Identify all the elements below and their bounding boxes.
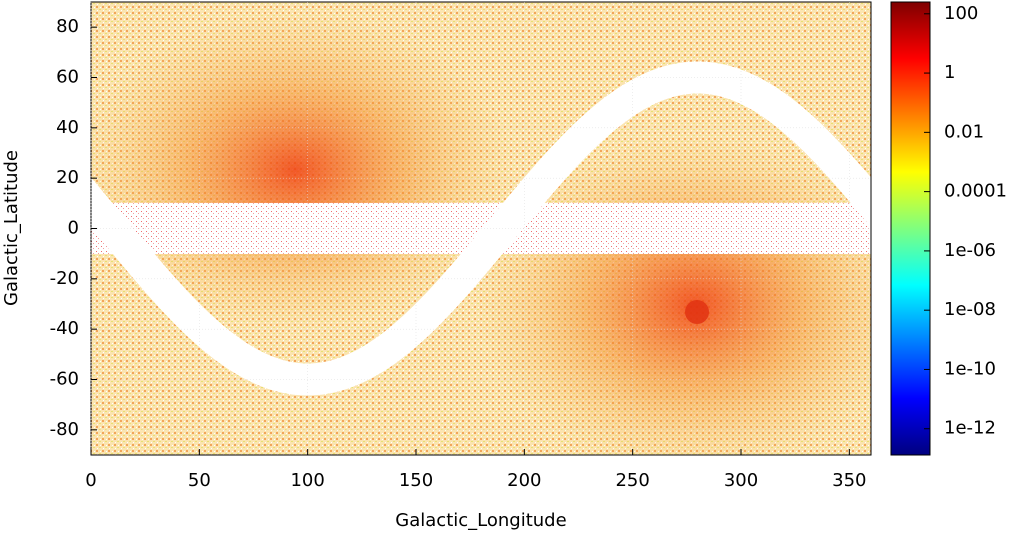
colorbar-tick-label: 0.01 [944, 121, 984, 142]
x-tick-label: 350 [832, 470, 866, 491]
colorbar: 100 1 0.01 0.0001 1e-06 1e-08 1e-10 1e-12 [890, 1, 1007, 456]
y-tick-label: -40 [50, 318, 79, 339]
x-tick-label: 0 [85, 470, 96, 491]
colorbar-tick-label: 1 [944, 62, 955, 83]
masked-band [91, 61, 871, 396]
x-tick-label: 200 [507, 470, 541, 491]
y-tick-label: 60 [56, 67, 79, 88]
y-tick-label: 20 [56, 167, 79, 188]
x-axis-label: Galactic_Longitude [395, 510, 566, 531]
colorbar-tick-label: 1e-08 [944, 299, 996, 320]
colorbar-tick-label: 1e-12 [944, 418, 996, 439]
density-map [91, 2, 871, 455]
x-tick-label: 100 [290, 470, 324, 491]
colorbar-scale [890, 1, 931, 456]
y-tick-label: 0 [68, 218, 79, 239]
y-tick-label: 40 [56, 117, 79, 138]
colorbar-tick-label: 0.0001 [944, 181, 1007, 202]
x-tick-label: 300 [724, 470, 758, 491]
y-tick-label: 80 [56, 16, 79, 37]
x-tick-label: 250 [615, 470, 649, 491]
x-tick-label: 150 [399, 470, 433, 491]
colorbar-tick-label: 1e-10 [944, 358, 996, 379]
x-tick-label: 50 [188, 470, 211, 491]
density-peak [685, 300, 709, 324]
y-tick-label: -60 [50, 369, 79, 390]
y-tick-label: -80 [50, 419, 79, 440]
y-axis-label: Galactic_Latitude [1, 150, 22, 306]
y-tick-label: -20 [50, 268, 79, 289]
colorbar-tick-label: 100 [944, 3, 978, 24]
colorbar-tick-label: 1e-06 [944, 240, 996, 261]
